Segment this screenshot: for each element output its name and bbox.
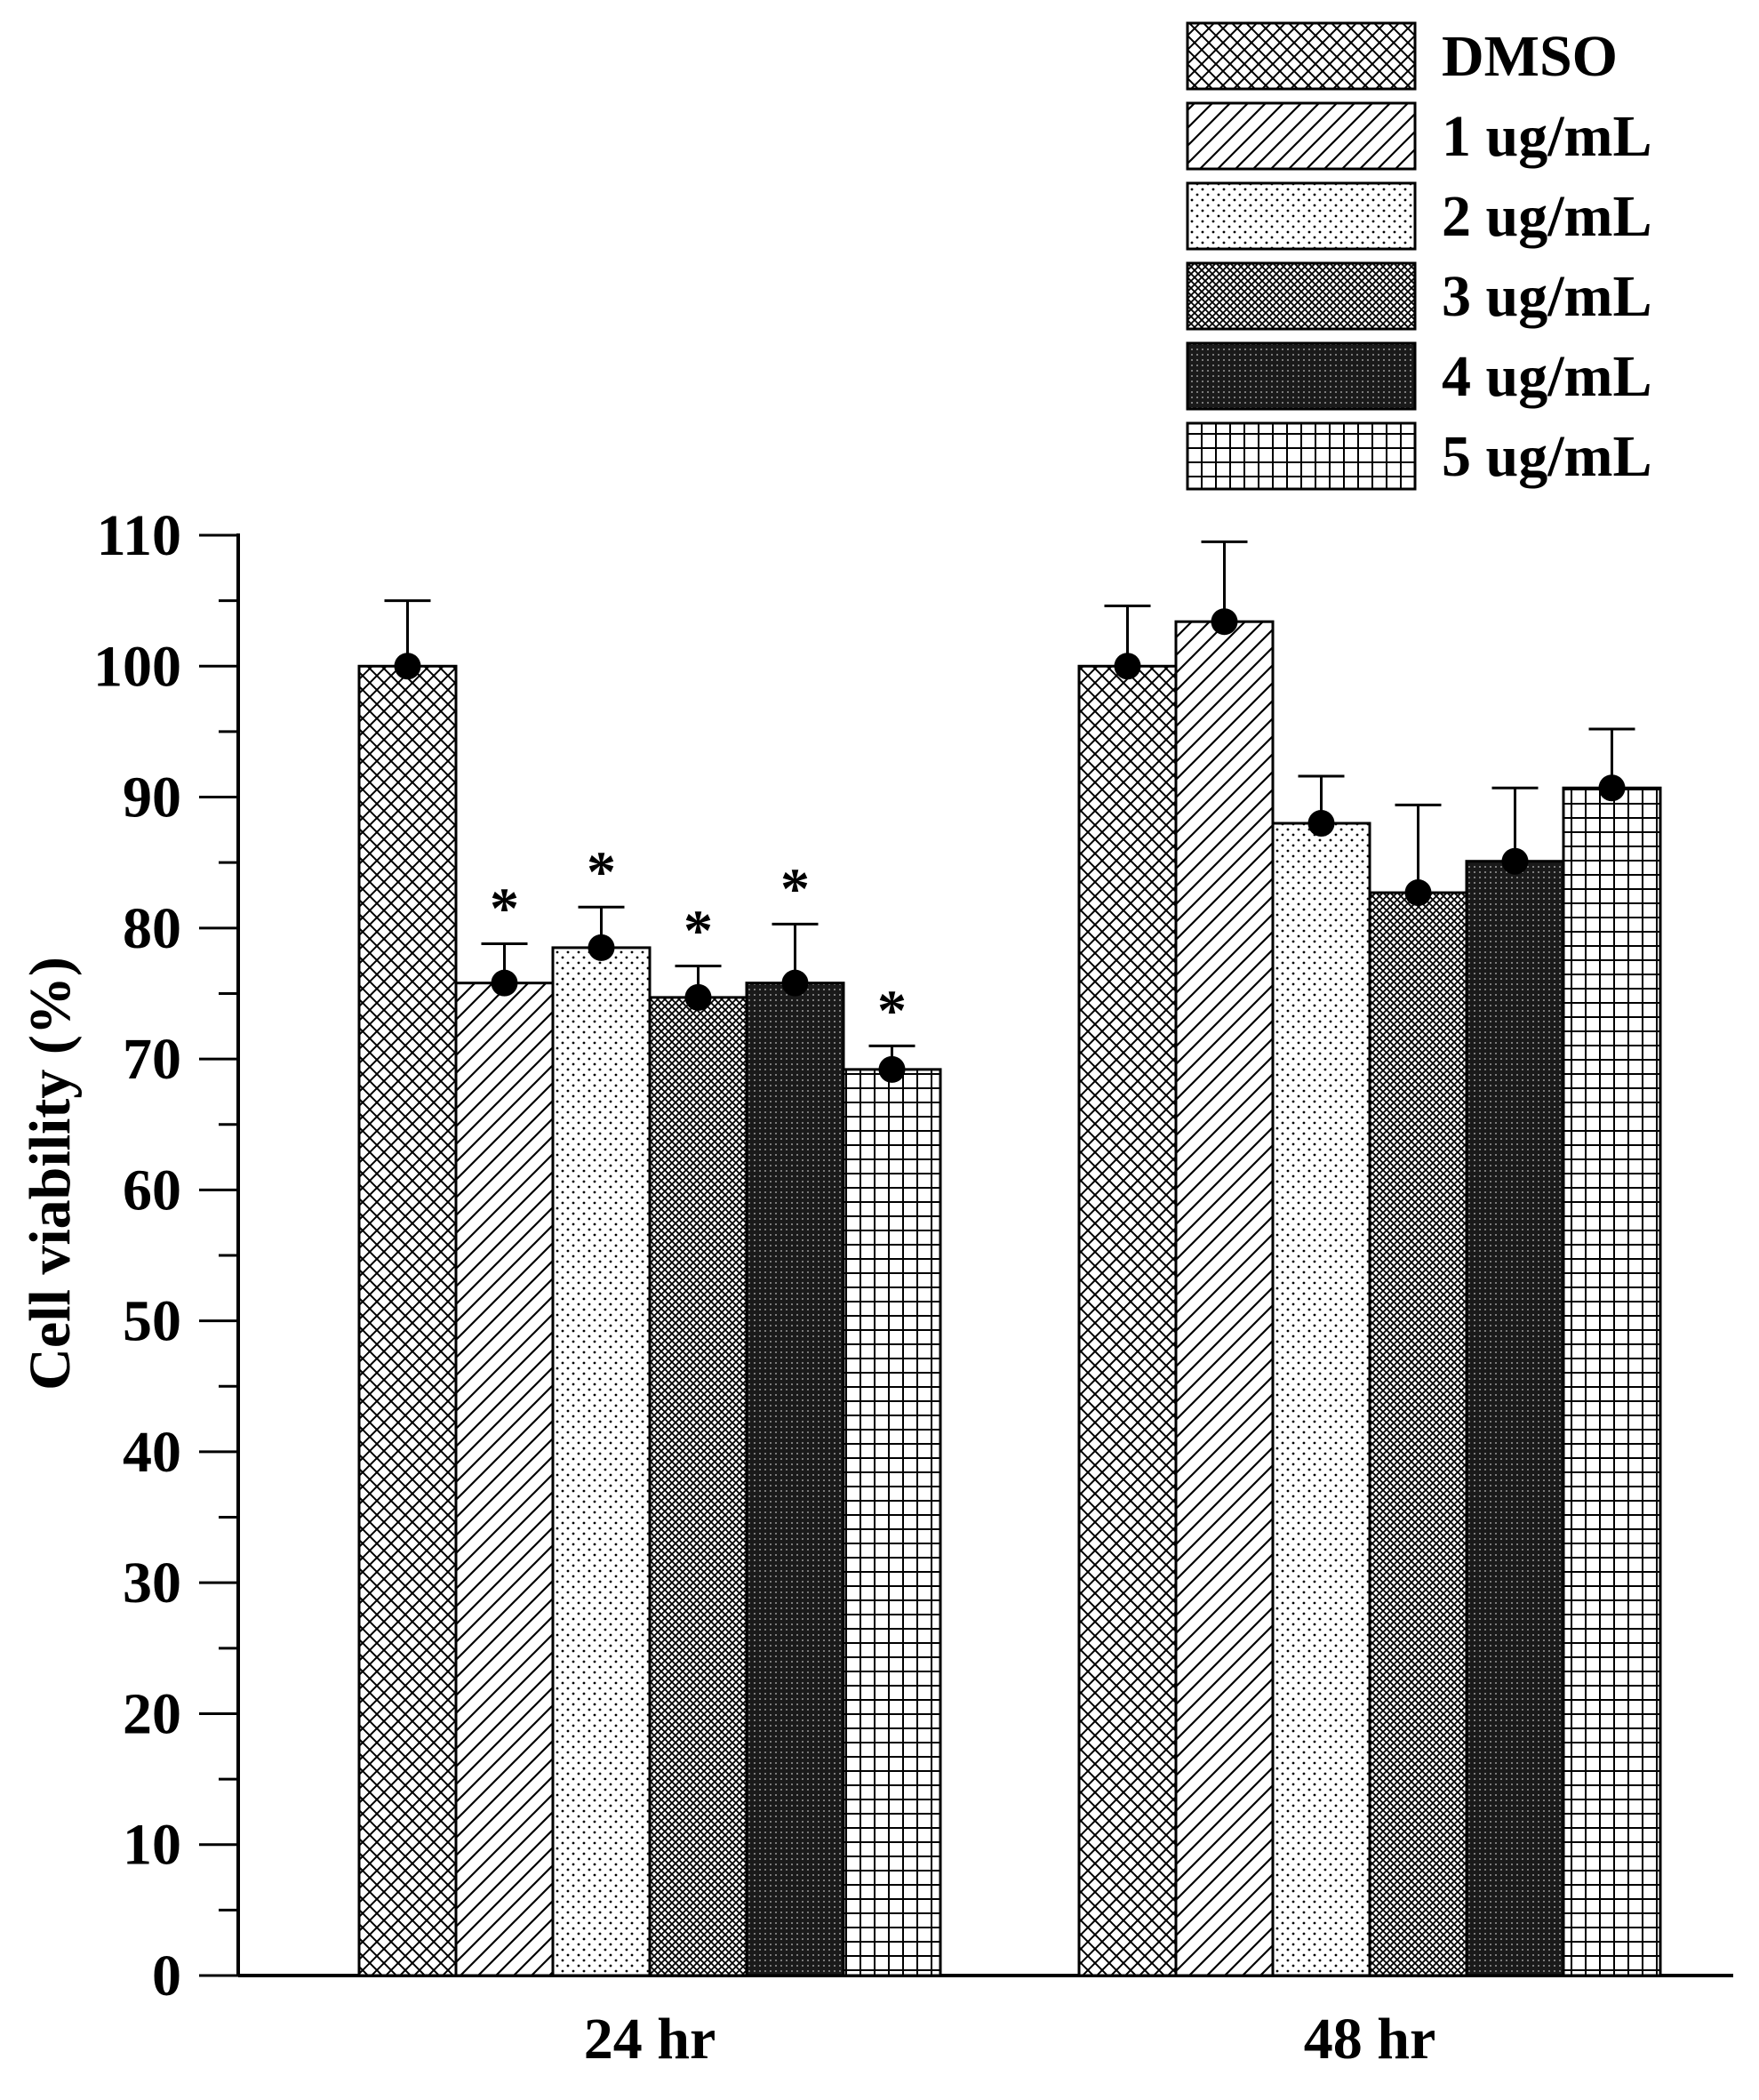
bar-4-ug-ml-48-hr — [1465, 860, 1565, 1977]
x-category-label: 24 hr — [584, 2007, 716, 2072]
legend-swatch — [1186, 21, 1417, 91]
y-tick-label: 110 — [97, 503, 181, 568]
bar-dmso-48-hr — [1077, 664, 1178, 1977]
y-tick-label: 70 — [123, 1027, 181, 1092]
x-category-label: 48 hr — [1304, 2007, 1436, 2072]
bar-3-ug-ml-48-hr — [1368, 891, 1468, 1977]
data-point — [878, 1055, 906, 1083]
bar-4-ug-ml-24-hr — [745, 982, 845, 1977]
significance-marker: * — [587, 839, 616, 904]
legend-label: DMSO — [1442, 24, 1618, 89]
legend-label: 3 ug/mL — [1442, 264, 1652, 329]
y-tick-label: 20 — [123, 1681, 181, 1746]
axes: 0 10 20 30 40 50 60 70 80 90 100 110 — [93, 503, 1733, 2008]
legend-swatch — [1186, 261, 1417, 331]
legend-swatch — [1186, 181, 1417, 251]
y-tick-label: 30 — [123, 1551, 181, 1615]
significance-marker: * — [780, 856, 810, 921]
significance-marker: * — [877, 978, 907, 1043]
legend-label: 2 ug/mL — [1442, 184, 1652, 249]
bars: * * * * * 24 hr 48 hr — [357, 540, 1662, 2072]
bar-2-ug-ml-24-hr — [551, 946, 652, 1977]
y-tick-label: 60 — [123, 1158, 181, 1222]
y-tick-label: 40 — [123, 1420, 181, 1485]
bar-1-ug-ml-24-hr — [454, 982, 555, 1977]
legend: DMSO 1 ug/mL 2 ug/mL 3 ug/mL 4 ug/mL 5 ug/mL — [1186, 21, 1652, 491]
data-point — [491, 969, 518, 997]
y-tick-label: 0 — [152, 1944, 181, 2008]
y-tick-label: 90 — [123, 765, 181, 830]
y-tick-label: 100 — [93, 634, 181, 699]
significance-marker: * — [490, 876, 519, 941]
y-axis-title: Cell viability (%) — [18, 957, 83, 1391]
y-tick-label: 80 — [123, 896, 181, 961]
legend-swatch — [1186, 101, 1417, 171]
y-tick-label: 10 — [123, 1813, 181, 1878]
bar-5-ug-ml-24-hr — [842, 1068, 942, 1977]
bar-1-ug-ml-48-hr — [1174, 620, 1275, 1977]
legend-swatch — [1186, 421, 1417, 491]
data-point — [1404, 879, 1432, 907]
legend-label: 5 ug/mL — [1442, 424, 1652, 489]
data-point — [1598, 774, 1626, 802]
bar-dmso-24-hr — [357, 664, 458, 1977]
data-point — [684, 983, 712, 1011]
y-tick-label: 50 — [123, 1289, 181, 1354]
data-point — [1114, 653, 1141, 680]
data-point — [1211, 608, 1238, 636]
legend-label: 1 ug/mL — [1442, 104, 1652, 169]
legend-swatch — [1186, 341, 1417, 411]
data-point — [394, 653, 421, 680]
legend-label: 4 ug/mL — [1442, 344, 1652, 409]
bar-2-ug-ml-48-hr — [1271, 822, 1371, 1977]
data-point — [588, 934, 615, 961]
data-point — [1307, 810, 1335, 837]
bar-3-ug-ml-24-hr — [648, 996, 748, 1977]
data-point — [1501, 847, 1529, 875]
bar-5-ug-ml-48-hr — [1562, 786, 1662, 1977]
significance-marker: * — [684, 899, 713, 964]
data-point — [781, 969, 809, 997]
